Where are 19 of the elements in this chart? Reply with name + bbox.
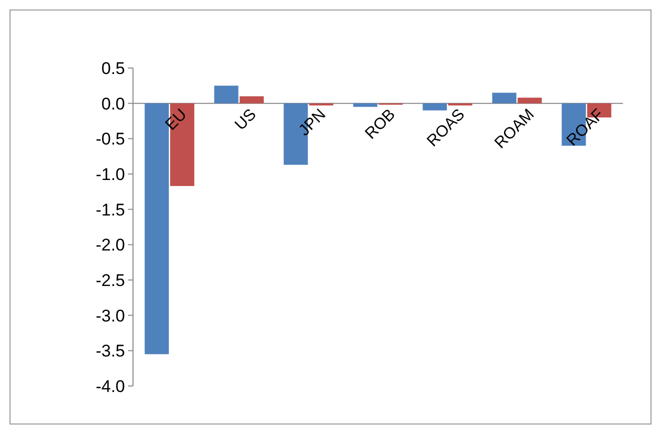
y-tick-label: -4.0 — [96, 376, 125, 396]
y-tick-label: -0.5 — [96, 130, 125, 149]
y-tick-label: -1.5 — [96, 200, 125, 220]
bar — [240, 96, 264, 104]
y-tick-label: -1.0 — [96, 164, 125, 184]
y-tick-label: 0.0 — [101, 94, 125, 114]
y-tick-label: 0.5 — [101, 58, 125, 78]
x-tick-label: JPN — [296, 106, 330, 140]
bar — [353, 103, 378, 107]
x-tick-label: EU — [162, 106, 190, 134]
x-tick-label: US — [232, 106, 260, 134]
bar — [422, 103, 447, 110]
y-tick-label: -3.0 — [96, 306, 125, 326]
y-tick-label: -2.5 — [96, 270, 125, 290]
y-tick-label: -2.0 — [96, 236, 125, 255]
bar — [518, 98, 542, 104]
bar — [214, 86, 238, 104]
y-tick-label: -3.5 — [96, 342, 125, 361]
bar — [492, 92, 516, 104]
